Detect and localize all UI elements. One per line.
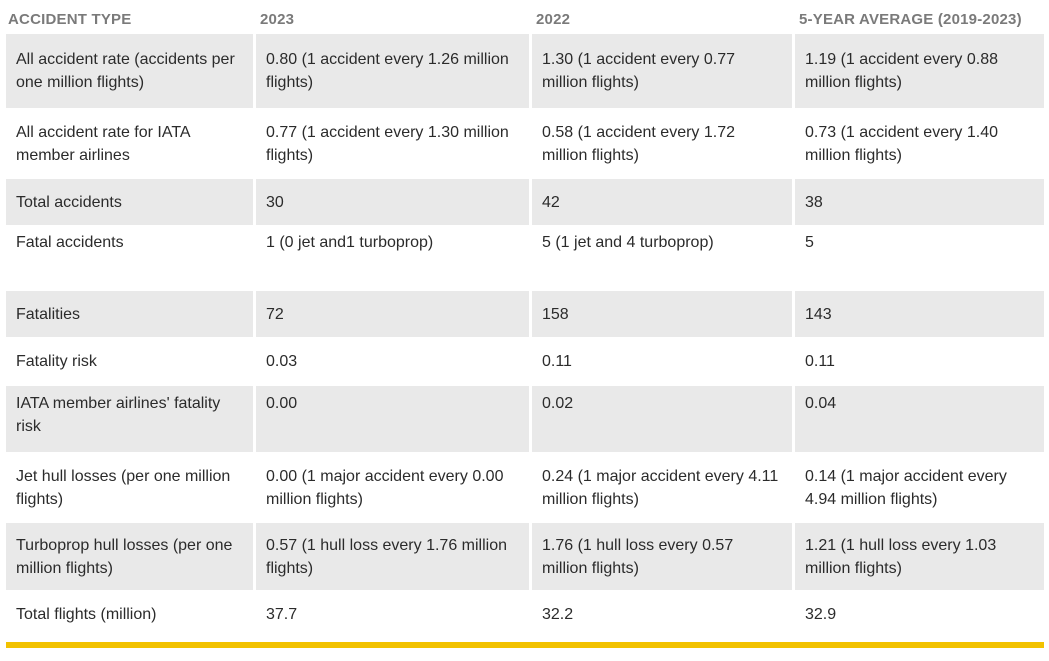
accent-bottom-bar xyxy=(6,642,1044,648)
table-cell: 1 (0 jet and1 turboprop) xyxy=(253,225,529,291)
table-cell: 1.76 (1 hull loss every 0.57 million fli… xyxy=(529,523,792,590)
table-cell: Jet hull losses (per one million flights… xyxy=(6,452,253,523)
table-row: Total flights (million) 37.7 32.2 32.9 xyxy=(6,590,1044,638)
table-row: Total accidents 30 42 38 xyxy=(6,179,1044,225)
table-cell: 143 xyxy=(792,291,1044,337)
column-header: 2022 xyxy=(529,0,792,34)
table-cell: 0.57 (1 hull loss every 1.76 million fli… xyxy=(253,523,529,590)
table-cell: 0.11 xyxy=(792,337,1044,386)
table-cell: 0.04 xyxy=(792,386,1044,452)
table-cell: Total flights (million) xyxy=(6,590,253,638)
table-cell: 5 (1 jet and 4 turboprop) xyxy=(529,225,792,291)
table-cell: 0.77 (1 accident every 1.30 million flig… xyxy=(253,108,529,179)
table-cell: 42 xyxy=(529,179,792,225)
table-cell: 1.30 (1 accident every 0.77 million flig… xyxy=(529,34,792,108)
table-cell: 0.00 (1 major accident every 0.00 millio… xyxy=(253,452,529,523)
table-cell: All accident rate (accidents per one mil… xyxy=(6,34,253,108)
table-cell: Turboprop hull losses (per one million f… xyxy=(6,523,253,590)
table-cell: 30 xyxy=(253,179,529,225)
table-row: All accident rate for IATA member airlin… xyxy=(6,108,1044,179)
table-cell: 0.11 xyxy=(529,337,792,386)
table-cell: 0.58 (1 accident every 1.72 million flig… xyxy=(529,108,792,179)
table-cell: 0.73 (1 accident every 1.40 million flig… xyxy=(792,108,1044,179)
table-row: Fatal accidents 1 (0 jet and1 turboprop)… xyxy=(6,225,1044,291)
table-row: Turboprop hull losses (per one million f… xyxy=(6,523,1044,590)
table-cell: IATA member airlines' fatality risk xyxy=(6,386,253,452)
table-cell: 32.2 xyxy=(529,590,792,638)
table-cell: 0.24 (1 major accident every 4.11 millio… xyxy=(529,452,792,523)
table-cell: Fatality risk xyxy=(6,337,253,386)
column-header: 2023 xyxy=(253,0,529,34)
table-cell: 0.00 xyxy=(253,386,529,452)
table-cell: 5 xyxy=(792,225,1044,291)
table-cell: 0.02 xyxy=(529,386,792,452)
table-cell: 38 xyxy=(792,179,1044,225)
column-header: ACCIDENT TYPE xyxy=(8,11,132,28)
table-cell: 0.80 (1 accident every 1.26 million flig… xyxy=(253,34,529,108)
table-cell: 37.7 xyxy=(253,590,529,638)
table-cell: 0.14 (1 major accident every 4.94 millio… xyxy=(792,452,1044,523)
table-row: Jet hull losses (per one million flights… xyxy=(6,452,1044,523)
table-header-row: ACCIDENT TYPE 2023 2022 5-YEAR AVERAGE (… xyxy=(6,0,1044,34)
table-cell: 32.9 xyxy=(792,590,1044,638)
table-cell: Fatalities xyxy=(6,291,253,337)
table-cell: 1.19 (1 accident every 0.88 million flig… xyxy=(792,34,1044,108)
table-cell: 0.03 xyxy=(253,337,529,386)
table-row: Fatality risk 0.03 0.11 0.11 xyxy=(6,337,1044,386)
table-cell: 72 xyxy=(253,291,529,337)
column-header: 5-YEAR AVERAGE (2019-2023) xyxy=(792,0,1044,34)
table-cell: All accident rate for IATA member airlin… xyxy=(6,108,253,179)
table-cell: Total accidents xyxy=(6,179,253,225)
table-cell: 158 xyxy=(529,291,792,337)
table-cell: Fatal accidents xyxy=(6,225,253,291)
table-row: All accident rate (accidents per one mil… xyxy=(6,34,1044,108)
table-row: IATA member airlines' fatality risk 0.00… xyxy=(6,386,1044,452)
table-row: Fatalities 72 158 143 xyxy=(6,291,1044,337)
table-cell: 1.21 (1 hull loss every 1.03 million fli… xyxy=(792,523,1044,590)
accident-statistics-table: ACCIDENT TYPE 2023 2022 5-YEAR AVERAGE (… xyxy=(6,0,1044,638)
